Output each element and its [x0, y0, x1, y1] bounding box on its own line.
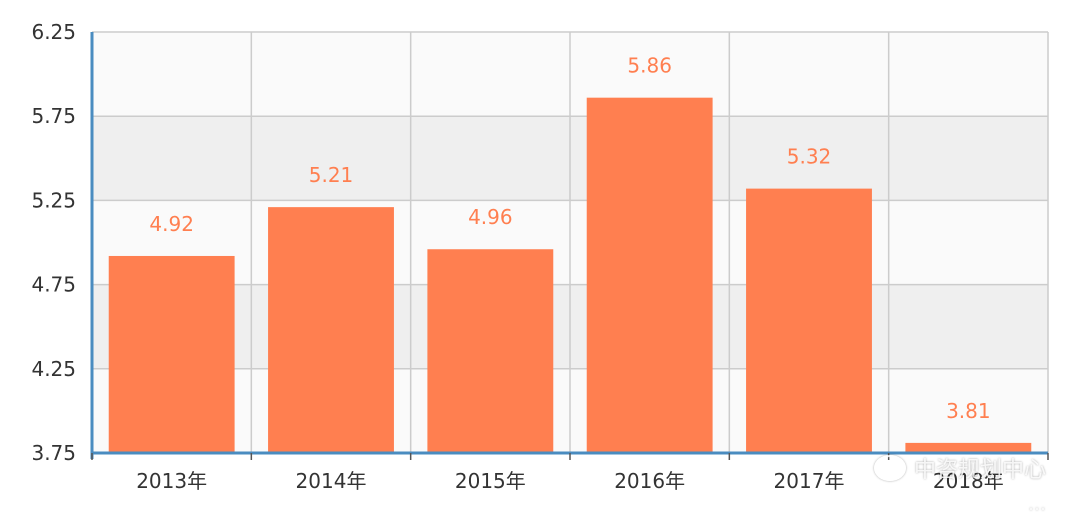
x-tick-label: 2013年 [136, 469, 207, 493]
bars-group [108, 97, 1032, 454]
y-tick-label: 4.75 [31, 273, 76, 297]
x-tick-label: 2016年 [614, 469, 685, 493]
y-tick-labels-group: 3.75 4.25 4.75 5.25 5.75 6.25 [31, 20, 76, 465]
x-tick-label: 2017年 [774, 469, 845, 493]
bar-value-label: 5.21 [309, 163, 354, 187]
axes-group [90, 32, 1049, 460]
bar-value-label: 5.32 [787, 145, 832, 169]
x-tick-label: 2015年 [455, 469, 526, 493]
value-labels-group: 4.92 5.21 4.96 5.86 5.32 3.81 [149, 54, 990, 423]
bar [108, 255, 235, 453]
bar [746, 188, 872, 453]
grid-lines [92, 31, 1049, 454]
bar [905, 442, 1032, 453]
x-tick-label: 2014年 [296, 469, 367, 493]
y-tick-label: 3.75 [31, 441, 76, 465]
bar [427, 249, 554, 453]
bar [586, 97, 713, 454]
bar-value-label: 3.81 [946, 399, 991, 423]
x-tick-labels-group: 2013年 2014年 2015年 2016年 2017年 2018年 [136, 469, 1004, 493]
y-tick-label: 4.25 [31, 357, 76, 381]
y-tick-label: 5.25 [31, 188, 76, 212]
y-tick-label: 5.75 [31, 104, 76, 128]
bar-value-label: 4.96 [468, 205, 513, 229]
bar-value-label: 5.86 [627, 54, 672, 78]
bar [268, 207, 394, 453]
y-tick-label: 6.25 [31, 20, 76, 44]
bar-value-label: 4.92 [149, 212, 194, 236]
x-tick-label: 2018年 [933, 469, 1004, 493]
